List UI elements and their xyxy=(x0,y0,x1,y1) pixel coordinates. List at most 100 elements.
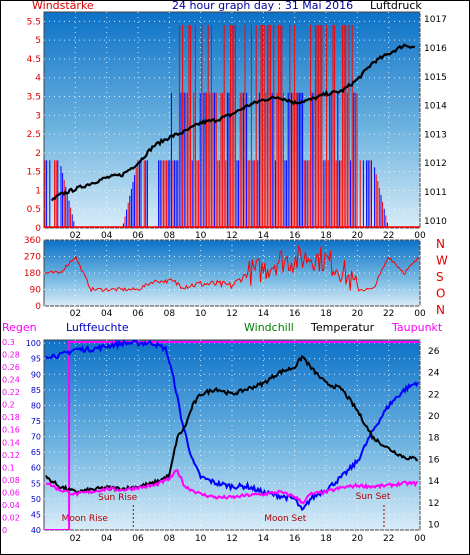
temperature-humidity-panel: Regen Luftfeuchte Windchill Temperatur T… xyxy=(2,321,443,544)
temperature-tick-label: 14 xyxy=(428,477,440,487)
wind-speed-tick-label: 2 xyxy=(35,149,41,159)
direction-tick-label: 360 xyxy=(24,236,41,246)
time-tick-label: 06 xyxy=(132,534,144,544)
direction-tick-label: 180 xyxy=(24,269,41,279)
compass-label: N xyxy=(436,303,445,317)
rain-legend: Regen xyxy=(2,321,37,334)
time-tick-label: 08 xyxy=(164,534,176,544)
time-tick-label: 18 xyxy=(320,231,332,241)
time-tick-label: 04 xyxy=(101,231,113,241)
pressure-tick-label: 1017 xyxy=(424,15,447,25)
time-tick-label: 16 xyxy=(289,231,301,241)
time-tick-label: 12 xyxy=(226,231,237,241)
compass-label: N xyxy=(436,237,445,251)
wind-pressure-time-ticks: 02 04 06 08 10 12 14 16 18 20 22 00 xyxy=(70,231,426,241)
dewpoint-line xyxy=(45,469,418,505)
wind-speed-tick-label: 4 xyxy=(35,74,41,84)
time-tick-label: 04 xyxy=(101,309,113,319)
rain-tick-label: 0.24 xyxy=(2,376,20,385)
humidity-tick-label: 75 xyxy=(31,417,41,426)
wind-direction-time-ticks: 02 04 06 08 10 12 14 16 18 20 22 00 xyxy=(70,309,426,319)
wind-speed-tick-label: 5 xyxy=(35,36,41,46)
compass-label: S xyxy=(436,270,444,284)
humidity-tick-label: 45 xyxy=(31,510,41,519)
wind-speed-tick-label: 4.5 xyxy=(27,55,41,65)
sun-moon-events: Sun Rise Sun Set Moon Rise Moon Set xyxy=(62,492,391,528)
compass-label: O xyxy=(436,287,445,301)
temperature-humidity-grid xyxy=(44,340,421,531)
time-tick-label: 08 xyxy=(164,231,176,241)
pressure-tick-label: 1011 xyxy=(424,188,447,198)
wind-speed-ticks: 0 0.5 1 1.5 2 2.5 3 3.5 4 4.5 5 5.5 xyxy=(27,17,42,234)
time-tick-label: 22 xyxy=(383,231,394,241)
event-label: Sun Rise xyxy=(98,493,137,503)
time-tick-label: 02 xyxy=(70,231,81,241)
time-tick-label: 20 xyxy=(352,534,364,544)
humidity-tick-label: 100 xyxy=(26,339,41,348)
wind-speed-tick-label: 3 xyxy=(35,111,41,121)
rain-tick-label: 0.12 xyxy=(2,451,20,460)
rain-tick-label: 0 xyxy=(2,526,7,535)
temperature-time-ticks: 02 04 06 08 10 12 14 16 18 20 22 00 xyxy=(70,534,426,544)
time-tick-label: 08 xyxy=(164,309,176,319)
temperature-legend: Temperatur xyxy=(310,321,375,334)
time-tick-label: 02 xyxy=(70,534,81,544)
pressure-line xyxy=(50,43,416,202)
wind-pressure-panel: Windstärke 24 hour graph day : 31 Mai 20… xyxy=(27,0,448,241)
rain-tick-label: 0.02 xyxy=(2,513,20,522)
rain-tick-label: 0.08 xyxy=(2,476,20,485)
time-tick-label: 00 xyxy=(414,534,426,544)
rain-tick-label: 0.18 xyxy=(2,413,20,422)
wind-speed-axis-title: Windstärke xyxy=(32,0,94,12)
temperature-tick-label: 10 xyxy=(428,521,440,531)
rain-tick-label: 0.3 xyxy=(2,338,15,347)
wind-speed-tick-label: 1.5 xyxy=(27,168,41,178)
event-label: Sun Set xyxy=(356,492,391,502)
time-tick-label: 14 xyxy=(258,231,270,241)
wind-speed-tick-label: 3.5 xyxy=(27,93,41,103)
wind-direction-line xyxy=(44,244,419,293)
humidity-tick-label: 40 xyxy=(31,526,41,535)
time-tick-label: 06 xyxy=(132,309,144,319)
rain-tick-label: 0.16 xyxy=(2,426,20,435)
time-tick-label: 00 xyxy=(414,231,426,241)
pressure-tick-label: 1012 xyxy=(424,159,447,169)
time-tick-label: 14 xyxy=(258,309,270,319)
pressure-axis-title: Luftdruck xyxy=(370,0,422,12)
event-label: Moon Rise xyxy=(62,514,109,524)
time-tick-label: 00 xyxy=(414,309,426,319)
event-label: Moon Set xyxy=(264,514,307,524)
temperature-tick-label: 24 xyxy=(428,369,440,379)
temperature-tick-label: 12 xyxy=(428,499,439,509)
time-tick-label: 18 xyxy=(320,534,332,544)
dewpoint-legend: Taupunkt xyxy=(391,321,443,334)
temperature-tick-label: 22 xyxy=(428,390,439,400)
direction-tick-label: 0 xyxy=(35,302,41,312)
rain-tick-label: 0.06 xyxy=(2,488,20,497)
humidity-tick-label: 50 xyxy=(31,495,41,504)
rain-ticks: 0 0.02 0.04 0.06 0.08 0.1 0.12 0.14 0.16 0.18 0.2 0… xyxy=(2,338,20,535)
wind-direction-plot-area xyxy=(43,239,421,307)
time-tick-label: 10 xyxy=(195,309,207,319)
time-tick-label: 12 xyxy=(226,309,237,319)
time-tick-label: 10 xyxy=(195,534,207,544)
direction-tick-label: 90 xyxy=(30,286,42,296)
temperature-tick-label: 16 xyxy=(428,455,440,465)
temperature-ticks: 10 12 14 16 18 20 22 24 26 xyxy=(428,347,440,531)
wind-speed-bars xyxy=(44,25,420,228)
pressure-ticks: 1010 1011 1012 1013 1014 1015 1016 1017 xyxy=(424,15,447,227)
rain-tick-label: 0.04 xyxy=(2,501,20,510)
pressure-tick-label: 1013 xyxy=(424,130,447,140)
time-tick-label: 06 xyxy=(132,231,144,241)
rain-tick-label: 0.14 xyxy=(2,438,20,447)
wind-speed-tick-label: 5.5 xyxy=(27,17,41,27)
rain-tick-label: 0.1 xyxy=(2,463,15,472)
humidity-line xyxy=(45,340,419,512)
temperature-tick-label: 18 xyxy=(428,434,440,444)
temperature-line xyxy=(45,354,418,495)
time-tick-label: 10 xyxy=(195,231,207,241)
time-tick-label: 22 xyxy=(383,534,394,544)
graph-title: 24 hour graph day : 31 Mai 2016 xyxy=(172,0,353,12)
